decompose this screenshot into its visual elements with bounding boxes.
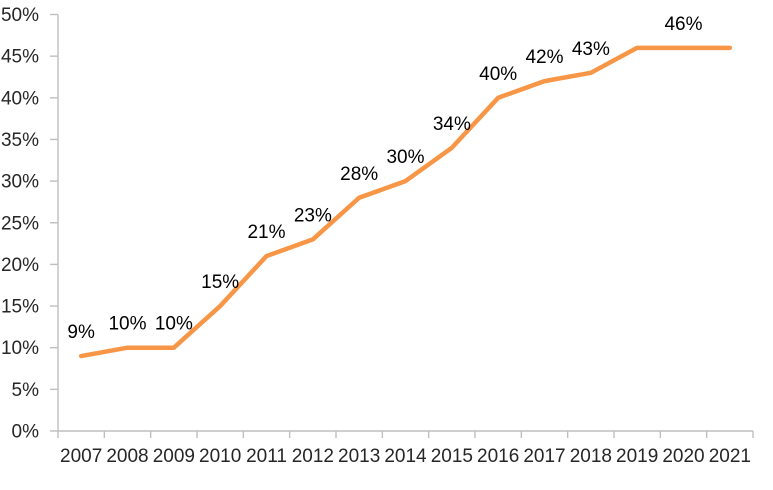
data-label: 46% bbox=[664, 14, 702, 35]
x-axis-label: 2013 bbox=[338, 446, 380, 467]
x-axis-label: 2016 bbox=[477, 446, 519, 467]
x-axis-label: 2015 bbox=[431, 446, 473, 467]
y-axis-label: 40% bbox=[1, 88, 39, 109]
data-label: 34% bbox=[433, 114, 471, 135]
x-axis-label: 2019 bbox=[616, 446, 658, 467]
y-axis-label: 30% bbox=[1, 172, 39, 193]
data-label: 9% bbox=[67, 322, 95, 343]
y-axis-label: 5% bbox=[12, 380, 40, 401]
data-label: 10% bbox=[155, 314, 193, 335]
y-axis-label: 35% bbox=[1, 130, 39, 151]
series-line bbox=[78, 45, 733, 359]
x-axis-label: 2010 bbox=[199, 446, 241, 467]
x-axis-label: 2009 bbox=[153, 446, 195, 467]
data-label: 21% bbox=[247, 222, 285, 243]
data-label: 42% bbox=[525, 47, 563, 68]
x-axis-label: 2008 bbox=[106, 446, 148, 467]
y-axis-label: 10% bbox=[1, 338, 39, 359]
data-label: 15% bbox=[201, 272, 239, 293]
y-axis-label: 25% bbox=[1, 213, 39, 234]
data-label: 10% bbox=[108, 314, 146, 335]
y-axis-label: 20% bbox=[1, 255, 39, 276]
x-axis-label: 2011 bbox=[246, 446, 287, 467]
x-axis-label: 2014 bbox=[384, 446, 427, 467]
y-axis-label: 45% bbox=[1, 47, 39, 68]
x-axis-label: 2007 bbox=[60, 446, 102, 467]
x-axis-label: 2020 bbox=[662, 446, 704, 467]
data-label: 40% bbox=[479, 64, 517, 85]
y-axis-label: 15% bbox=[1, 297, 39, 318]
data-label: 43% bbox=[572, 39, 610, 60]
data-label: 30% bbox=[386, 147, 424, 168]
x-axis-label: 2017 bbox=[523, 446, 565, 467]
x-axis-label: 2018 bbox=[570, 446, 612, 467]
x-axis-label: 2021 bbox=[709, 446, 751, 467]
x-axis-label: 2012 bbox=[292, 446, 334, 467]
data-label: 28% bbox=[340, 164, 378, 185]
y-axis-label: 0% bbox=[12, 422, 40, 443]
data-label: 23% bbox=[294, 205, 332, 226]
axis-line bbox=[57, 14, 753, 432]
y-axis-label: 50% bbox=[1, 5, 39, 26]
